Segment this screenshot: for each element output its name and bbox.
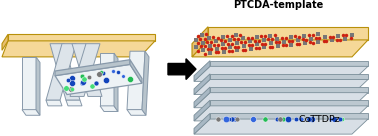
Polygon shape (127, 51, 145, 110)
Polygon shape (22, 57, 36, 110)
Polygon shape (100, 53, 114, 106)
Polygon shape (70, 44, 100, 96)
Polygon shape (50, 44, 80, 100)
Polygon shape (210, 113, 368, 119)
Polygon shape (100, 106, 118, 112)
Polygon shape (210, 100, 368, 106)
Polygon shape (194, 61, 210, 81)
Polygon shape (194, 119, 368, 134)
Polygon shape (194, 66, 368, 81)
Polygon shape (8, 34, 155, 41)
Polygon shape (194, 74, 210, 95)
Polygon shape (46, 44, 76, 100)
Text: PTCDA-template: PTCDA-template (233, 0, 323, 10)
Text: CoTTDPz: CoTTDPz (299, 115, 340, 124)
Polygon shape (194, 106, 368, 121)
Polygon shape (142, 51, 149, 115)
Polygon shape (22, 110, 40, 115)
Polygon shape (72, 44, 102, 96)
Polygon shape (208, 27, 368, 40)
Polygon shape (2, 41, 155, 57)
Polygon shape (210, 87, 368, 93)
Polygon shape (130, 60, 142, 83)
FancyArrow shape (168, 59, 196, 79)
Polygon shape (55, 64, 142, 95)
Polygon shape (194, 100, 210, 121)
Polygon shape (192, 27, 208, 57)
Polygon shape (66, 100, 82, 106)
Polygon shape (210, 74, 368, 79)
Polygon shape (192, 40, 368, 57)
Polygon shape (2, 34, 8, 50)
Polygon shape (194, 113, 210, 134)
Polygon shape (55, 60, 130, 76)
Polygon shape (194, 87, 210, 108)
Polygon shape (36, 57, 40, 115)
Polygon shape (194, 79, 368, 95)
Polygon shape (127, 110, 146, 115)
Polygon shape (194, 93, 368, 108)
Polygon shape (114, 53, 118, 112)
Polygon shape (210, 61, 368, 66)
Polygon shape (46, 100, 62, 106)
